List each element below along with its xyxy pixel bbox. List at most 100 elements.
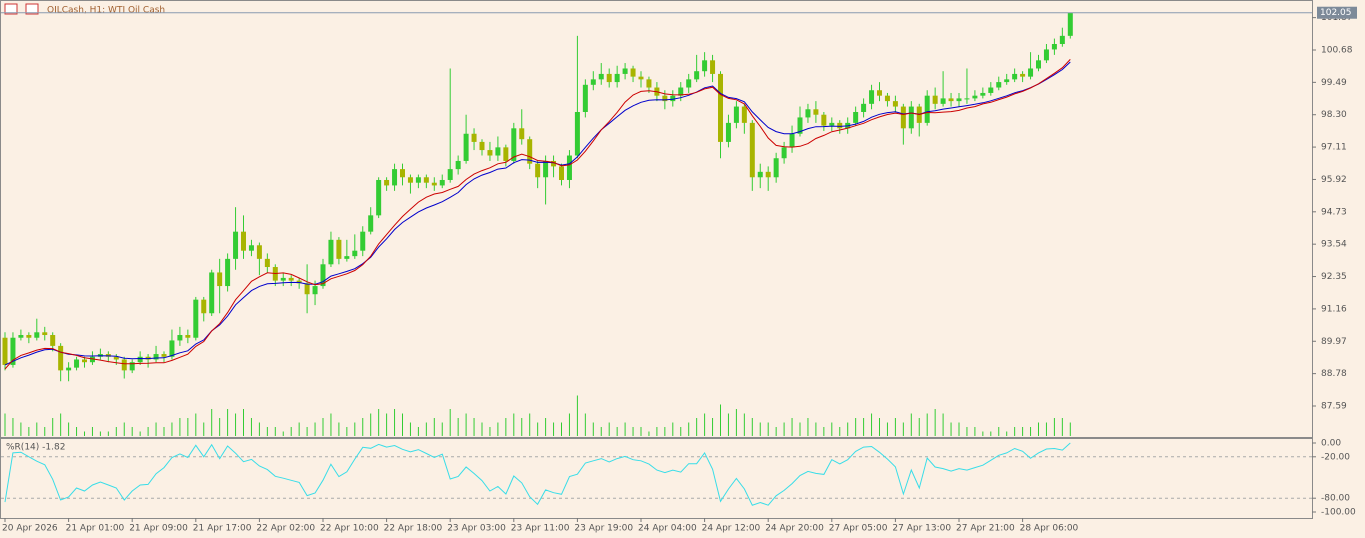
candle-body xyxy=(797,117,803,134)
icon xyxy=(4,3,18,15)
candle-body xyxy=(1020,73,1026,77)
candle-body xyxy=(18,335,24,338)
x-tick-label: 21 Apr 09:00 xyxy=(129,524,188,534)
candle-body xyxy=(884,95,890,102)
candle-body xyxy=(1036,60,1041,69)
candle-body xyxy=(74,359,80,368)
candle-body xyxy=(741,106,747,123)
candle-body xyxy=(487,150,493,156)
candle-body xyxy=(312,286,318,295)
candle-body xyxy=(248,245,254,251)
candle-body xyxy=(813,109,819,115)
candle-body xyxy=(1067,12,1073,36)
candle-body xyxy=(423,177,429,183)
moving-average-slow xyxy=(4,61,1071,366)
icon xyxy=(25,3,39,15)
candle-body xyxy=(400,169,405,178)
candle-body xyxy=(757,171,763,178)
candle-body xyxy=(710,60,716,74)
candle-body xyxy=(82,359,87,363)
x-tick-label: 23 Apr 03:00 xyxy=(447,524,506,534)
candle-body xyxy=(718,73,723,142)
y-tick-label: 87.59 xyxy=(1321,401,1347,411)
candle-body xyxy=(614,73,620,83)
y-tick-label: 95.92 xyxy=(1321,175,1347,185)
candle-body xyxy=(551,160,557,167)
candle-body xyxy=(471,133,477,142)
candle-body xyxy=(26,335,32,338)
y-tick-label: 92.35 xyxy=(1321,272,1347,282)
candle-body xyxy=(805,109,811,118)
candle-body xyxy=(201,299,207,314)
candle-body xyxy=(956,98,962,102)
candle-body xyxy=(940,98,946,104)
candle-body xyxy=(288,277,294,281)
candle-body xyxy=(89,356,95,363)
candle-body xyxy=(137,356,143,363)
candle-body xyxy=(185,335,191,338)
candle-body xyxy=(1051,44,1057,50)
candle-body xyxy=(582,84,588,112)
x-tick-label: 28 Apr 06:00 xyxy=(1020,524,1079,534)
candle-body xyxy=(829,122,835,126)
candle-body xyxy=(447,169,453,180)
main-panel xyxy=(0,0,1313,438)
x-tick-label: 27 Apr 05:00 xyxy=(829,524,888,534)
candle-body xyxy=(264,258,270,268)
candle-body xyxy=(407,177,413,183)
y-tick-label: 97.11 xyxy=(1321,143,1347,153)
x-tick-label: 22 Apr 10:00 xyxy=(320,524,379,534)
candle-body xyxy=(606,73,612,83)
x-tick-label: 20 Apr 2026 xyxy=(2,524,58,534)
candle-body xyxy=(535,163,541,178)
x-tick-label: 22 Apr 18:00 xyxy=(384,524,443,534)
candle-body xyxy=(948,98,954,102)
candle-body xyxy=(869,90,875,104)
candle-body xyxy=(209,272,215,314)
candle-body xyxy=(908,106,914,129)
candle-body xyxy=(384,179,390,186)
candle-body xyxy=(217,272,223,287)
candle-body xyxy=(392,169,398,186)
candle-body xyxy=(455,160,461,170)
candle-body xyxy=(789,133,795,148)
current-price-label: 102.05 xyxy=(1320,8,1352,18)
candle-body xyxy=(853,111,859,123)
y-tick-label: 89.97 xyxy=(1321,337,1347,347)
candle-body xyxy=(821,114,827,126)
candle-body xyxy=(256,245,262,259)
candle-body xyxy=(34,332,40,338)
y-tick-label: 98.30 xyxy=(1321,110,1347,120)
candle-body xyxy=(527,139,533,164)
candle-body xyxy=(924,95,930,123)
candle-body xyxy=(233,231,239,259)
candle-body xyxy=(662,95,668,102)
candle-body xyxy=(877,90,882,96)
candle-body xyxy=(368,215,374,232)
candle-body xyxy=(733,106,739,123)
candle-body xyxy=(1059,35,1065,45)
candle-body xyxy=(861,103,867,112)
x-tick-label: 27 Apr 13:00 xyxy=(892,524,951,534)
candle-body xyxy=(58,345,64,371)
candle-body xyxy=(964,98,970,100)
indicator-tick-label: 0.00 xyxy=(1321,439,1341,449)
indicator-panel xyxy=(0,438,1313,519)
candle-body xyxy=(543,160,549,178)
indicator-tick-label: -100.00 xyxy=(1321,508,1356,518)
x-tick-label: 24 Apr 04:00 xyxy=(638,524,697,534)
candle-body xyxy=(781,147,787,159)
candle-body xyxy=(749,122,755,178)
candle-body xyxy=(42,332,48,336)
candle-body xyxy=(837,122,843,129)
candle-body xyxy=(678,87,684,96)
y-tick-label: 91.16 xyxy=(1321,304,1347,314)
candle-body xyxy=(280,277,286,281)
candle-body xyxy=(193,299,199,338)
x-tick-label: 27 Apr 21:00 xyxy=(956,524,1015,534)
candle-body xyxy=(1012,73,1018,80)
candle-body xyxy=(352,250,358,257)
candle-body xyxy=(670,95,676,102)
candle-body xyxy=(431,182,437,186)
